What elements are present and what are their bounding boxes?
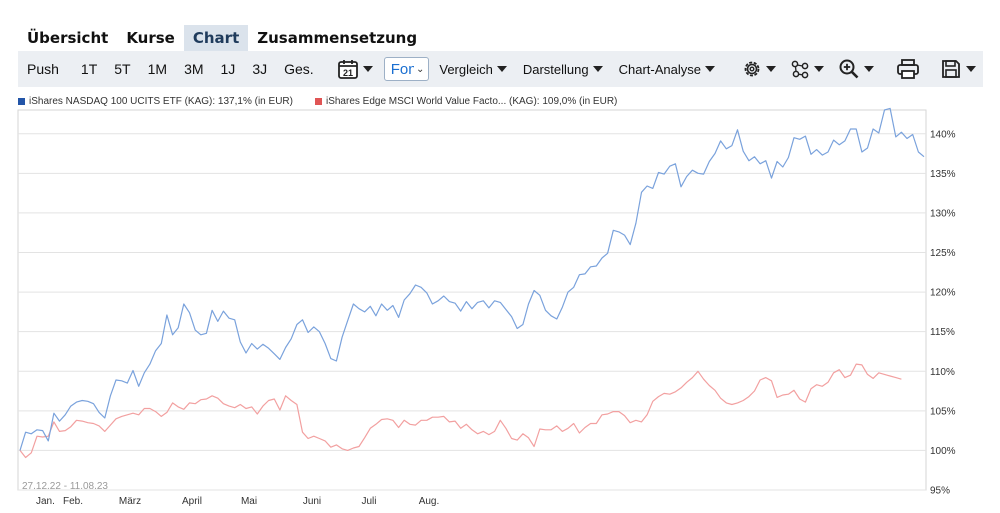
- y-tick-label: 105%: [930, 406, 956, 417]
- legend-label: iShares NASDAQ 100 UCITS ETF (KAG): 137,…: [29, 96, 293, 107]
- chart-legend: iShares NASDAQ 100 UCITS ETF (KAG): 137,…: [18, 96, 639, 107]
- chart-tabs: Übersicht Kurse Chart Zusammensetzung: [18, 25, 426, 51]
- y-tick-label: 110%: [930, 367, 955, 378]
- x-tick-label: Juli: [361, 496, 376, 507]
- range-1m-button[interactable]: 1M: [147, 61, 168, 77]
- x-tick-label: Jan.: [36, 496, 55, 507]
- fund-company-value: Fondsgesellschaft: [390, 60, 414, 78]
- y-tick-label: 135%: [930, 169, 956, 180]
- range-gesamt-button[interactable]: Ges.: [284, 61, 314, 77]
- legend-swatch: [314, 98, 322, 105]
- chevron-down-icon: [362, 66, 373, 72]
- x-tick-label: Feb.: [63, 496, 83, 507]
- chevron-down-icon: [705, 66, 715, 72]
- network-dropdown[interactable]: [783, 59, 831, 79]
- chevron-down-icon: [864, 66, 874, 72]
- tab-zusammensetzung[interactable]: Zusammensetzung: [257, 29, 418, 47]
- chevron-down-icon: [814, 66, 824, 72]
- legend-label: iShares Edge MSCI World Value Facto... (…: [325, 96, 618, 107]
- series-line-0[interactable]: [19, 107, 925, 451]
- tab-kurse[interactable]: Kurse: [126, 29, 175, 47]
- y-tick-label: 95%: [930, 486, 950, 497]
- calendar-day: 21: [343, 68, 353, 78]
- tab-uebersicht[interactable]: Übersicht: [27, 29, 109, 47]
- legend-item-world-value[interactable]: iShares Edge MSCI World Value Facto... (…: [314, 96, 618, 107]
- chart-analyse-dropdown[interactable]: Chart-Analyse: [613, 62, 721, 77]
- zoom-dropdown[interactable]: [831, 58, 881, 80]
- chevron-down-icon: [966, 66, 976, 72]
- vergleich-dropdown[interactable]: Vergleich: [433, 62, 512, 77]
- range-1j-button[interactable]: 1J: [220, 61, 236, 77]
- calendar-dropdown[interactable]: 21: [330, 58, 380, 80]
- x-tick-label: Aug.: [419, 496, 440, 507]
- settings-dropdown[interactable]: [735, 59, 783, 79]
- plot-frame: [17, 109, 927, 491]
- range-3j-button[interactable]: 3J: [252, 61, 268, 77]
- range-push-button[interactable]: Push: [27, 61, 59, 77]
- print-icon: [897, 59, 919, 79]
- zoom-in-icon: [839, 59, 859, 79]
- y-tick-label: 120%: [930, 288, 956, 299]
- chart-toolbar: Push 1T 5T 1M 3M 1J 3J Ges. 21 Fondsgese…: [18, 51, 983, 87]
- darstellung-dropdown[interactable]: Darstellung: [517, 62, 609, 77]
- darstellung-label: Darstellung: [522, 61, 589, 77]
- tab-chart[interactable]: Chart: [183, 25, 249, 51]
- y-tick-label: 140%: [930, 129, 956, 140]
- range-1t-button[interactable]: 1T: [80, 61, 98, 77]
- y-tick-label: 130%: [930, 208, 956, 219]
- series-line-1[interactable]: [19, 363, 902, 459]
- y-tick-label: 125%: [930, 248, 956, 259]
- x-tick-label: März: [119, 496, 141, 507]
- save-icon: [942, 60, 960, 78]
- save-dropdown[interactable]: [933, 58, 983, 80]
- legend-swatch: [18, 98, 25, 105]
- y-tick-label: 100%: [930, 446, 956, 457]
- chevron-down-icon: ⌄: [415, 63, 425, 75]
- chevron-down-icon: [496, 66, 507, 72]
- chevron-down-icon: [766, 66, 776, 72]
- fund-company-select[interactable]: Fondsgesellschaft ⌄: [383, 57, 430, 81]
- range-5t-button[interactable]: 5T: [114, 61, 131, 77]
- x-tick-label: April: [182, 496, 202, 507]
- y-tick-label: 115%: [930, 327, 955, 338]
- calendar-icon: 21: [337, 60, 358, 79]
- vergleich-label: Vergleich: [439, 61, 493, 77]
- chart-analyse-label: Chart-Analyse: [618, 61, 701, 77]
- date-range-label: 27.12.22 - 11.08.23: [22, 481, 108, 492]
- chevron-down-icon: [592, 66, 603, 72]
- legend-item-nasdaq[interactable]: iShares NASDAQ 100 UCITS ETF (KAG): 137,…: [18, 96, 293, 107]
- x-tick-label: Mai: [241, 496, 257, 507]
- settings-icon: [744, 61, 760, 77]
- print-button[interactable]: [889, 58, 927, 80]
- network-icon: [791, 60, 809, 79]
- range-3m-button[interactable]: 3M: [184, 61, 204, 77]
- x-tick-label: Juni: [303, 496, 321, 507]
